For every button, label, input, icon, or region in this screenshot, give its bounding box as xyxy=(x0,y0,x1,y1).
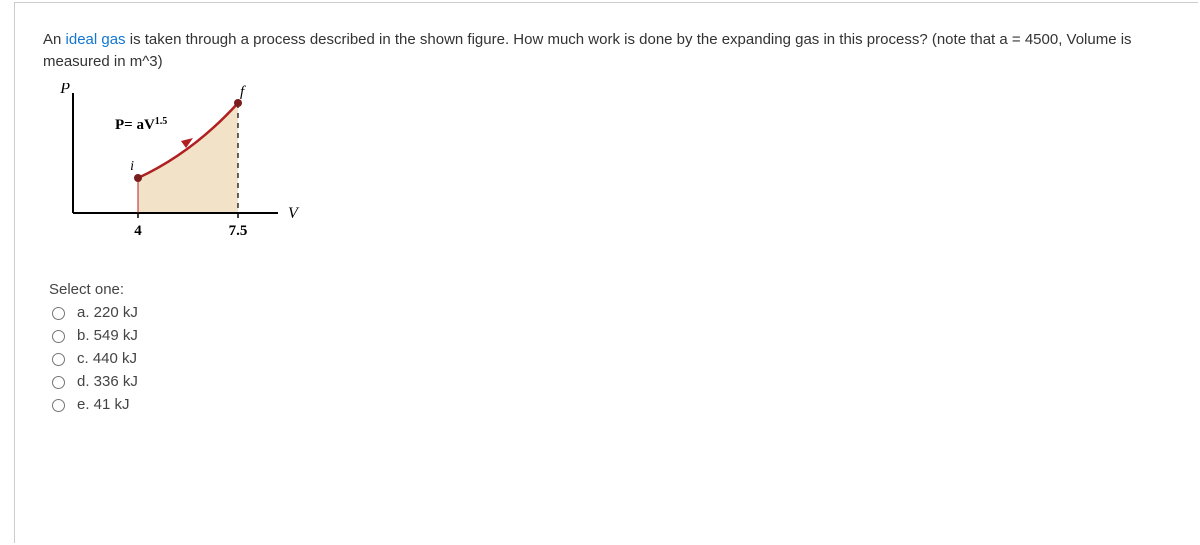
option-row: e. 41 kJ xyxy=(47,396,1168,413)
option-label-a: a. 220 kJ xyxy=(77,304,138,321)
svg-text:i: i xyxy=(130,159,134,174)
svg-text:P= aV1.5: P= aV1.5 xyxy=(115,115,167,133)
svg-text:f: f xyxy=(240,84,246,100)
option-radio-d[interactable] xyxy=(52,376,65,389)
svg-text:P: P xyxy=(59,83,70,97)
option-row: b. 549 kJ xyxy=(47,327,1168,344)
option-radio-b[interactable] xyxy=(52,330,65,343)
option-label-d: d. 336 kJ xyxy=(77,373,138,390)
options-group: a. 220 kJ b. 549 kJ c. 440 kJ d. 336 kJ … xyxy=(47,304,1168,413)
ideal-gas-link[interactable]: ideal gas xyxy=(66,31,126,48)
question-text: An ideal gas is taken through a process … xyxy=(43,29,1168,73)
option-radio-e[interactable] xyxy=(52,399,65,412)
question-panel: An ideal gas is taken through a process … xyxy=(14,2,1198,543)
option-label-b: b. 549 kJ xyxy=(77,327,138,344)
pv-figure: P V P= aV1.5 i f 4 7.5 xyxy=(43,83,1168,267)
svg-text:V: V xyxy=(288,205,300,222)
svg-text:4: 4 xyxy=(134,223,142,239)
option-row: a. 220 kJ xyxy=(47,304,1168,321)
option-label-e: e. 41 kJ xyxy=(77,396,130,413)
question-prefix: An xyxy=(43,31,66,48)
option-row: d. 336 kJ xyxy=(47,373,1168,390)
option-radio-a[interactable] xyxy=(52,307,65,320)
svg-text:7.5: 7.5 xyxy=(229,223,248,239)
option-radio-c[interactable] xyxy=(52,353,65,366)
option-row: c. 440 kJ xyxy=(47,350,1168,367)
option-label-c: c. 440 kJ xyxy=(77,350,137,367)
select-one-label: Select one: xyxy=(49,281,1168,298)
question-rest: is taken through a process described in … xyxy=(43,31,1132,70)
